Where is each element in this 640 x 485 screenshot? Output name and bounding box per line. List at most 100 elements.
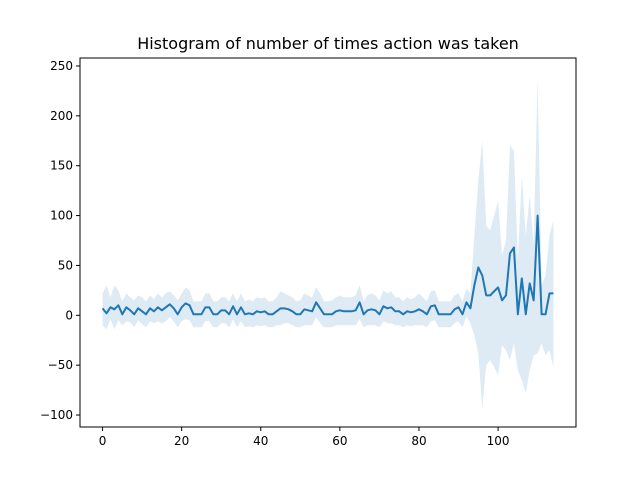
data-point xyxy=(466,302,467,303)
data-point xyxy=(146,314,147,315)
data-point xyxy=(256,311,257,312)
data-point xyxy=(474,285,475,286)
data-point xyxy=(450,314,451,315)
data-point xyxy=(351,311,352,312)
data-point xyxy=(363,314,364,315)
data-point xyxy=(422,311,423,312)
axes-frame xyxy=(79,57,577,428)
data-point xyxy=(248,313,249,314)
data-point xyxy=(367,310,368,311)
data-point xyxy=(339,310,340,311)
data-point xyxy=(126,307,127,308)
data-point xyxy=(438,314,439,315)
x-tick-label: 0 xyxy=(99,434,107,448)
x-tick-label: 20 xyxy=(174,434,189,448)
data-point xyxy=(387,308,388,309)
data-point xyxy=(205,307,206,308)
x-tick-label: 100 xyxy=(487,434,510,448)
data-point xyxy=(153,311,154,312)
y-tick-label: −100 xyxy=(40,408,73,422)
data-point xyxy=(173,308,174,309)
data-point xyxy=(213,314,214,315)
data-point xyxy=(237,314,238,315)
data-point xyxy=(130,310,131,311)
data-point xyxy=(169,304,170,305)
data-point xyxy=(240,307,241,308)
data-point xyxy=(221,310,222,311)
data-point xyxy=(229,314,230,315)
data-point xyxy=(268,314,269,315)
data-point xyxy=(458,307,459,308)
data-point xyxy=(549,293,550,294)
data-point xyxy=(525,314,526,315)
data-point xyxy=(209,307,210,308)
data-point xyxy=(391,307,392,308)
data-point xyxy=(490,295,491,296)
data-point xyxy=(541,314,542,315)
data-point xyxy=(134,314,135,315)
data-point xyxy=(225,310,226,311)
data-point xyxy=(244,314,245,315)
data-point xyxy=(418,309,419,310)
data-point xyxy=(426,314,427,315)
data-point xyxy=(316,302,317,303)
data-point xyxy=(106,313,107,314)
data-point xyxy=(201,314,202,315)
data-point xyxy=(505,295,506,296)
data-point xyxy=(521,278,522,279)
data-point xyxy=(320,308,321,309)
data-point xyxy=(355,310,356,311)
data-point xyxy=(407,311,408,312)
data-point xyxy=(308,310,309,311)
data-point xyxy=(181,307,182,308)
data-point xyxy=(114,309,115,310)
y-tick-label: 0 xyxy=(65,308,73,322)
data-point xyxy=(264,311,265,312)
data-point xyxy=(498,287,499,288)
data-point xyxy=(300,314,301,315)
data-point xyxy=(177,314,178,315)
x-tick-label: 80 xyxy=(411,434,426,448)
data-point xyxy=(359,302,360,303)
data-point xyxy=(371,309,372,310)
data-point xyxy=(272,314,273,315)
data-point xyxy=(434,305,435,306)
data-point xyxy=(343,311,344,312)
data-point xyxy=(395,311,396,312)
y-tick-label: 50 xyxy=(58,258,73,272)
data-point xyxy=(142,311,143,312)
data-point xyxy=(331,314,332,315)
data-point xyxy=(379,314,380,315)
data-point xyxy=(284,308,285,309)
data-point xyxy=(454,309,455,310)
data-point xyxy=(193,314,194,315)
data-point xyxy=(296,314,297,315)
y-tick-label: 250 xyxy=(50,59,73,73)
data-point xyxy=(292,311,293,312)
series-line xyxy=(101,214,554,316)
y-tick-label: 150 xyxy=(50,159,73,173)
data-point xyxy=(482,275,483,276)
data-point xyxy=(411,312,412,313)
data-point xyxy=(502,300,503,301)
data-point xyxy=(335,311,336,312)
data-point xyxy=(185,303,186,304)
data-point xyxy=(150,308,151,309)
data-point xyxy=(252,314,253,315)
data-point xyxy=(110,307,111,308)
data-point xyxy=(304,309,305,310)
data-point xyxy=(478,267,479,268)
data-point xyxy=(197,314,198,315)
chart-title: Histogram of number of times action was … xyxy=(137,34,519,53)
y-tick-label: 100 xyxy=(50,209,73,223)
data-point xyxy=(276,311,277,312)
data-point xyxy=(403,314,404,315)
data-point xyxy=(399,311,400,312)
data-point xyxy=(446,314,447,315)
data-point xyxy=(102,308,103,309)
data-point xyxy=(157,307,158,308)
data-point xyxy=(161,310,162,311)
data-point xyxy=(462,314,463,315)
